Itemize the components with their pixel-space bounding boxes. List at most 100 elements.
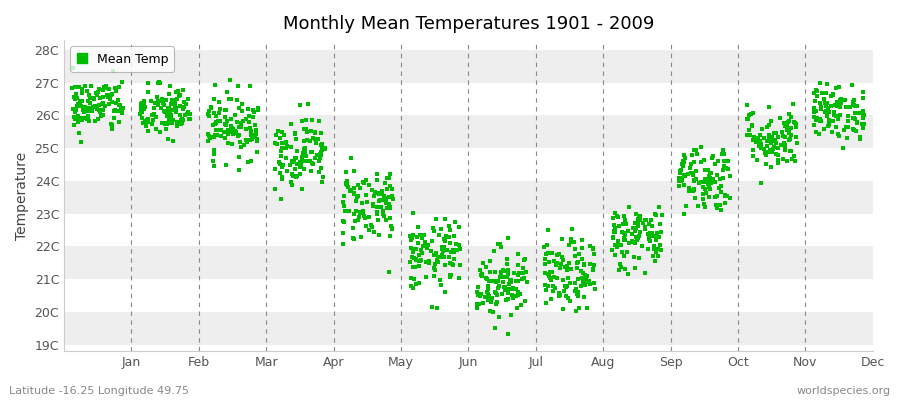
Point (168, 106, 183, 112)
Point (276, 162, 291, 168)
Point (483, 297, 498, 304)
Point (351, 182, 365, 189)
Point (168, 105, 183, 111)
Point (302, 158, 317, 164)
Bar (64, 246, 873, 279)
Point (500, 289, 515, 296)
Point (482, 269, 497, 275)
Point (629, 225, 643, 231)
Point (481, 283, 495, 290)
Point (284, 171, 299, 177)
Point (370, 177, 384, 183)
Point (761, 122, 776, 128)
Point (410, 281, 424, 288)
Point (571, 276, 585, 282)
Point (223, 116, 238, 122)
Point (511, 262, 526, 268)
Point (452, 242, 466, 248)
Point (484, 298, 499, 305)
Point (412, 257, 427, 264)
Point (582, 278, 597, 284)
Point (541, 271, 555, 278)
Point (539, 300, 554, 306)
Point (719, 165, 733, 171)
Point (571, 289, 585, 295)
Point (482, 278, 496, 284)
Point (316, 174, 330, 180)
Point (573, 282, 588, 289)
Point (684, 187, 698, 193)
Point (363, 182, 377, 188)
Point (708, 201, 723, 208)
Point (134, 109, 148, 115)
Point (813, 116, 827, 122)
Point (608, 222, 622, 228)
Point (366, 203, 381, 209)
Point (766, 145, 780, 152)
Point (753, 132, 768, 138)
Point (424, 248, 438, 255)
Point (540, 226, 554, 233)
Point (166, 138, 181, 144)
Point (104, 90, 119, 97)
Point (716, 175, 730, 181)
Point (221, 140, 236, 146)
Point (568, 288, 582, 294)
Point (575, 245, 590, 251)
Point (289, 155, 303, 161)
Point (414, 257, 428, 263)
Point (299, 126, 313, 132)
Point (765, 134, 779, 140)
Point (742, 127, 757, 133)
Point (780, 158, 795, 164)
Point (315, 146, 329, 153)
Point (179, 100, 194, 107)
Point (376, 208, 391, 214)
Point (554, 260, 568, 267)
Point (839, 124, 853, 130)
Point (229, 111, 243, 118)
Point (572, 304, 586, 311)
Point (248, 132, 262, 139)
Point (850, 120, 864, 126)
Point (582, 242, 597, 249)
Point (243, 83, 257, 90)
Point (154, 104, 168, 111)
Point (489, 300, 503, 307)
Point (300, 129, 314, 136)
Point (378, 195, 392, 201)
Point (356, 178, 370, 185)
Point (578, 272, 592, 279)
Point (684, 161, 698, 167)
Point (626, 238, 640, 245)
Bar (64, 50, 873, 83)
Point (831, 101, 845, 107)
Point (245, 136, 259, 142)
Point (698, 179, 712, 185)
Point (676, 172, 690, 178)
Point (566, 239, 580, 245)
Point (612, 223, 626, 229)
Point (833, 97, 848, 103)
Point (85, 108, 99, 114)
Point (379, 200, 393, 206)
Point (79, 114, 94, 121)
Point (653, 242, 668, 249)
Point (649, 236, 663, 243)
Point (576, 276, 590, 282)
Point (427, 225, 441, 231)
Point (652, 234, 667, 240)
Point (768, 137, 782, 144)
Point (764, 138, 778, 144)
Point (564, 239, 579, 246)
Point (231, 167, 246, 173)
Point (626, 225, 641, 232)
Point (830, 99, 844, 105)
Point (355, 234, 369, 240)
Point (823, 109, 837, 115)
Point (370, 204, 384, 210)
Point (280, 168, 294, 175)
Point (374, 190, 388, 196)
Point (807, 114, 822, 120)
Point (372, 197, 386, 204)
